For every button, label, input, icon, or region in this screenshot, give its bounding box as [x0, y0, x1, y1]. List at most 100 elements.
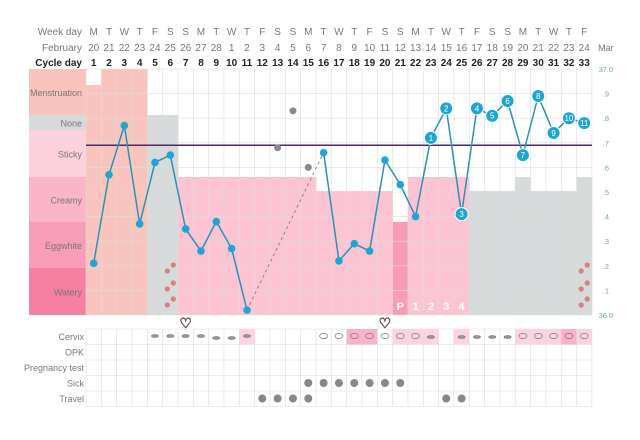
weekday-label: M: [304, 27, 312, 38]
cycle-day-label: 6: [168, 58, 174, 69]
cervix-icon: [503, 335, 512, 339]
cervix-icon: [380, 333, 390, 339]
cycle-day-label: 3: [122, 58, 128, 69]
row-label: Sick: [67, 379, 85, 389]
temperature-point-label: 4: [475, 104, 480, 113]
cervix-icon: [243, 334, 251, 338]
temperature-line: [92, 174, 110, 264]
cycle-day-label: 30: [533, 58, 545, 69]
cycle-day-label: 1: [91, 58, 97, 69]
temperature-line: [522, 95, 539, 156]
peak-label: 2: [428, 301, 434, 313]
fluid-fill-day: [86, 85, 102, 315]
date-label: 13: [410, 43, 422, 54]
temperature-point: [335, 257, 343, 265]
cervix-icon: [533, 333, 543, 339]
cycle-day-label: 4: [137, 58, 143, 69]
temperature-point: [485, 108, 500, 123]
fluid-fill-day: [561, 191, 577, 315]
temperature-point: [531, 89, 546, 104]
cervix-icon: [473, 335, 481, 339]
weekday-label: T: [244, 27, 250, 38]
row-label: Cervix: [58, 332, 84, 342]
cervix-icon: [518, 333, 528, 339]
weekday-label: T: [137, 27, 143, 38]
fluid-label: Eggwhite: [45, 241, 82, 251]
date-label: 23: [134, 43, 146, 54]
date-label: 10: [364, 43, 376, 54]
weekday-label: S: [504, 27, 511, 38]
fluid-label: Watery: [54, 288, 83, 298]
fluid-fill-day: [147, 115, 163, 315]
temperature-point-label: 2: [444, 104, 449, 113]
cervix-icon: [227, 336, 236, 340]
cycle-day-label: 9: [214, 58, 220, 69]
cycle-day-label: 2: [106, 58, 112, 69]
cycle-day-label: 33: [579, 58, 591, 69]
weekday-label: S: [489, 27, 496, 38]
cervix-icon: [212, 336, 221, 340]
spotting-dot: [584, 280, 590, 286]
cycle-day-label: 23: [425, 58, 437, 69]
temperature-point: [135, 220, 144, 228]
sick-dot: [334, 379, 343, 387]
temperature-line: [368, 159, 386, 252]
travel-dot: [457, 394, 466, 403]
temperature-point: [423, 130, 438, 145]
cycle-day-label: 7: [183, 58, 189, 69]
y-tick-label: .9: [603, 90, 609, 99]
cycle-day-label: 14: [287, 58, 299, 69]
temperature-line: [185, 228, 202, 252]
cycle-day-label: 25: [456, 58, 468, 69]
cycle-day-label: 22: [410, 58, 422, 69]
fluid-fill-day: [407, 177, 424, 315]
weekday-label: T: [566, 27, 572, 38]
spotting-dot: [170, 280, 176, 286]
spotting-dot: [164, 302, 170, 308]
cycle-day-label: 29: [517, 58, 529, 69]
temperature-point-label: 3: [459, 210, 464, 219]
temperature-point-label: 1: [429, 134, 434, 143]
band-sticky: [29, 130, 86, 177]
cycle-day-label: 24: [441, 58, 453, 69]
temperature-line: [322, 152, 340, 261]
temperature-point: [577, 116, 592, 131]
weekday-header: Week day: [38, 27, 82, 38]
date-label: 15: [441, 43, 453, 54]
date-label: 20: [88, 43, 100, 54]
month-header: February: [42, 43, 82, 54]
cervix-icon: [365, 333, 374, 339]
fluid-fill-day: [423, 177, 439, 315]
weekday-label: T: [321, 27, 327, 38]
cycle-day-label: 26: [471, 58, 483, 69]
cervix-cell-fill: [407, 329, 424, 345]
spotting-dot: [578, 268, 584, 274]
cervix-cell-fill: [576, 329, 592, 345]
fluid-label: None: [60, 119, 82, 129]
travel-dot: [442, 394, 451, 403]
cervix-icon: [319, 333, 328, 339]
fluid-label: Sticky: [58, 150, 83, 160]
date-label: 19: [502, 43, 514, 54]
weekday-label: T: [459, 27, 465, 38]
cycle-day-label: 17: [333, 58, 345, 69]
temperature-line: [123, 125, 141, 225]
temperature-point: [381, 156, 389, 164]
fluid-fill-day: [469, 191, 485, 315]
weekday-label: T: [535, 27, 541, 38]
band-eggwhite: [29, 222, 86, 268]
spotting-dot: [170, 296, 176, 302]
cycle-day-label: 8: [198, 58, 204, 69]
date-label: 1: [229, 43, 235, 54]
fluid-fill-day: [453, 177, 470, 315]
date-label: 28: [211, 43, 223, 54]
fluid-label: Menstruation: [30, 88, 82, 98]
weekday-label: F: [152, 27, 158, 38]
weekday-label: M: [519, 27, 527, 38]
y-tick-label: .8: [603, 114, 609, 123]
temperature-point: [469, 101, 484, 116]
weekday-label: W: [549, 27, 559, 38]
temperature-line: [384, 159, 401, 186]
date-label: 21: [103, 43, 115, 54]
cycle-day-label: 15: [303, 58, 315, 69]
